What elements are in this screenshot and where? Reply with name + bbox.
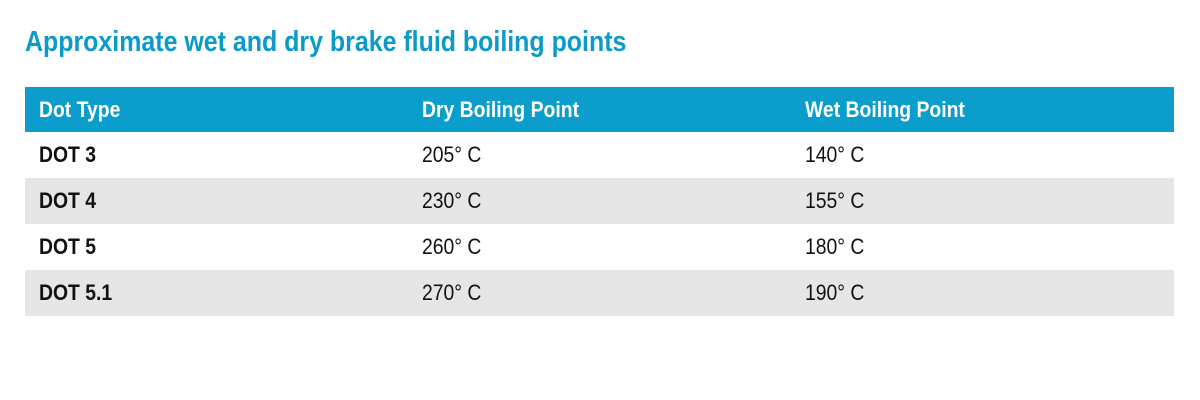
cell-text: DOT 4 bbox=[39, 188, 97, 213]
cell-text: 190° C bbox=[805, 280, 865, 305]
cell-text: 260° C bbox=[422, 234, 482, 259]
cell-text: Wet Boiling Point bbox=[805, 96, 965, 122]
cell-text: DOT 3 bbox=[39, 142, 97, 167]
table-cell: 155° C bbox=[791, 188, 1174, 214]
table-cell: Dot Type bbox=[25, 97, 408, 123]
cell-text: 140° C bbox=[805, 142, 865, 167]
cell-text: Dot Type bbox=[39, 96, 121, 122]
table-row: DOT 4 230° C 155° C bbox=[25, 178, 1174, 224]
table-cell: Dry Boiling Point bbox=[408, 97, 791, 123]
table-cell: Wet Boiling Point bbox=[791, 97, 1174, 123]
cell-text: 270° C bbox=[422, 280, 482, 305]
table-cell: 190° C bbox=[791, 280, 1174, 306]
title: Approximate wet and dry brake fluid boil… bbox=[25, 26, 627, 58]
table-cell: DOT 5.1 bbox=[25, 280, 408, 306]
cell-text: 155° C bbox=[805, 188, 865, 213]
table-cell: 260° C bbox=[408, 234, 791, 260]
table-row: Dot Type Dry Boiling Point Wet Boiling Poi… bbox=[25, 87, 1174, 132]
table-cell: 205° C bbox=[408, 142, 791, 168]
table: Dot Type Dry Boiling Point Wet Boiling Poi… bbox=[25, 87, 1174, 316]
table-cell: DOT 3 bbox=[25, 142, 408, 168]
table-row: DOT 5 260° C 180° C bbox=[25, 224, 1174, 270]
table-row: DOT 3 205° C 140° C bbox=[25, 132, 1174, 178]
cell-text: DOT 5 bbox=[39, 234, 97, 259]
table-cell: DOT 4 bbox=[25, 188, 408, 214]
table-cell: DOT 5 bbox=[25, 234, 408, 260]
cell-text: 180° C bbox=[805, 234, 865, 259]
table-cell: 230° C bbox=[408, 188, 791, 214]
cell-text: 205° C bbox=[422, 142, 482, 167]
table-cell: 140° C bbox=[791, 142, 1174, 168]
cell-text: DOT 5.1 bbox=[39, 280, 113, 305]
cell-text: 230° C bbox=[422, 188, 482, 213]
cell-text: Dry Boiling Point bbox=[422, 96, 580, 122]
table-row: DOT 5.1 270° C 190° C bbox=[25, 270, 1174, 316]
table-cell: 270° C bbox=[408, 280, 791, 306]
table-cell: 180° C bbox=[791, 234, 1174, 260]
